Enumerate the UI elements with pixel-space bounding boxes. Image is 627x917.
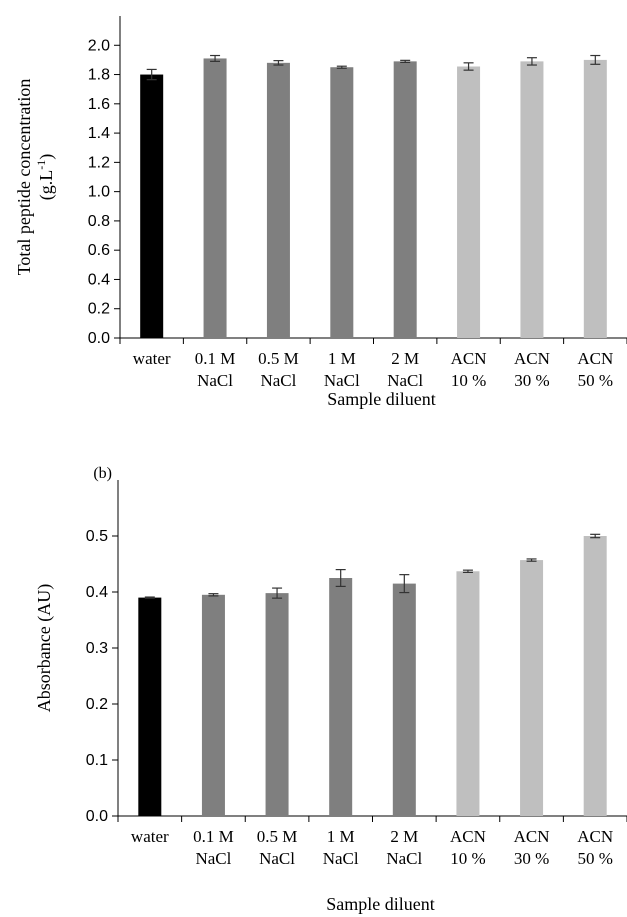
bar [265,593,289,816]
x-tick-label: 30 % [514,849,549,868]
x-tick-label: 2 M [390,827,418,846]
y-tick-label: 1.4 [88,125,110,142]
x-tick-label: 30 % [514,371,549,390]
bar [520,61,544,338]
y-tick-label: 0.0 [86,808,108,825]
bar [266,62,290,338]
x-tick-label: 1 M [328,349,356,368]
y-axis-title: Absorbance (AU) [34,584,55,712]
y-tick-label: 0.8 [88,213,110,230]
x-tick-label: NaCl [323,849,359,868]
x-tick-label: 1 M [327,827,355,846]
x-tick-label: NaCl [387,371,423,390]
bar [203,58,227,338]
bar [392,583,416,816]
y-axis-title: Total peptide concentration [14,79,34,276]
bar [201,594,225,816]
x-tick-label: 0.1 M [193,827,234,846]
y-tick-label: 0.2 [88,301,110,318]
bar [457,66,481,338]
y-tick-label: 1.6 [88,96,110,113]
x-tick-label: ACN [514,827,550,846]
x-tick-label: 50 % [577,849,612,868]
x-tick-label: ACN [451,349,487,368]
panel-label: (b) [93,465,112,482]
x-tick-label: water [131,827,169,846]
y-tick-label: 0.5 [86,528,108,545]
bar [138,597,162,816]
bar [583,536,607,816]
y-tick-label: 0.4 [86,584,108,601]
x-tick-label: 10 % [451,371,486,390]
x-tick-label: 0.5 M [257,827,298,846]
x-tick-label: water [133,349,171,368]
y-tick-label: 0.0 [88,330,110,347]
x-tick-label: NaCl [259,849,295,868]
x-tick-label: ACN [450,827,486,846]
x-axis-title: Sample diluent [326,894,434,914]
x-tick-label: 2 M [391,349,419,368]
bar [520,560,544,816]
x-tick-label: NaCl [386,849,422,868]
y-tick-label: 0.4 [88,271,110,288]
bar [140,74,164,338]
x-tick-label: ACN [577,827,613,846]
y-tick-label: 1.0 [88,184,110,201]
x-tick-label: NaCl [195,849,231,868]
peptide-concentration-chart: 0.0 0.2 0.4 0.6 0.8 1.0 1.2 1.4 1.6 1.8 2.0 water 0.… [14,16,627,409]
x-tick-label: ACN [577,349,613,368]
y-tick-label: 0.6 [88,242,110,259]
y-tick-label: 0.1 [86,752,108,769]
x-tick-label: 0.1 M [195,349,236,368]
y-tick-label: 1.2 [88,154,110,171]
bar [456,571,480,816]
y-tick-label: 2.0 [88,37,110,54]
x-tick-label: 0.5 M [258,349,299,368]
bar [583,59,607,339]
bar [329,578,353,816]
x-tick-label: NaCl [197,371,233,390]
bar [393,61,417,338]
x-tick-label: ACN [514,349,550,368]
y-tick-label: 0.2 [86,696,108,713]
y-axis-unit: (g.L-1) [34,154,57,201]
y-tick-label: 1.8 [88,67,110,84]
x-axis-title: Sample diluent [327,389,435,409]
x-tick-label: NaCl [260,371,296,390]
x-tick-label: 50 % [578,371,613,390]
bar [330,67,354,339]
x-tick-label: NaCl [324,371,360,390]
absorbance-chart: 0.0 0.1 0.2 0.3 0.4 0.5 water 0.1 M NaCl 0.5 M NaC… [34,465,627,914]
y-tick-label: 0.3 [86,640,108,657]
x-tick-label: 10 % [450,849,485,868]
